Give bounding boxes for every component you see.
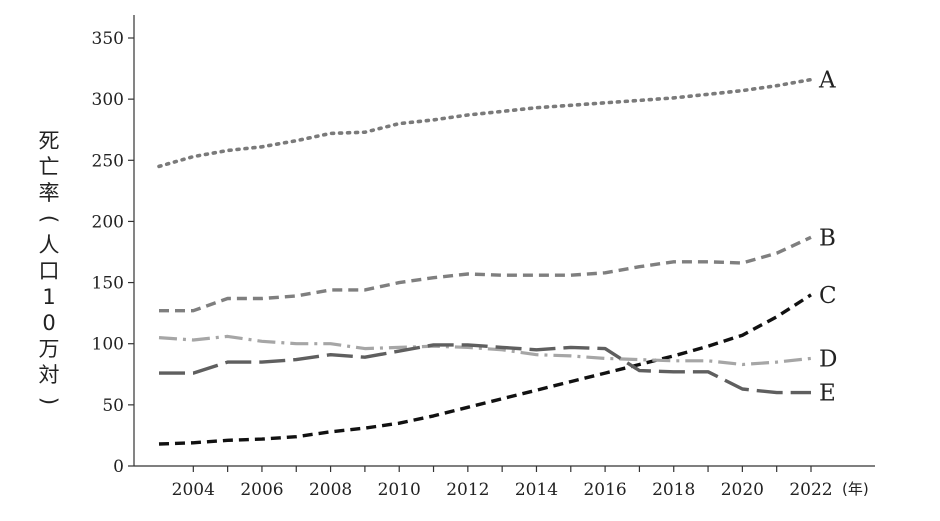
- series-line-d: [158, 334, 812, 367]
- x-axis-unit: (年): [842, 480, 869, 498]
- y-tick-label: 350: [92, 29, 124, 49]
- y-axis-label: 死亡率 ( 人口 1 0 万対): [36, 128, 62, 414]
- y-axis-label-char: 対: [38, 363, 60, 387]
- y-axis-label-char: 人: [38, 233, 60, 257]
- x-tick-label: 2012: [446, 480, 489, 500]
- x-tick-label: 2004: [172, 480, 215, 500]
- y-tick-label: 100: [92, 335, 124, 355]
- x-tick-label: 2010: [378, 480, 421, 500]
- series-label-c: C: [819, 283, 837, 309]
- x-tick-label: 2016: [583, 480, 626, 500]
- y-axis-label-char: ): [37, 388, 61, 414]
- series-label-e: E: [819, 381, 836, 407]
- y-axis-label-char: 亡: [38, 155, 60, 179]
- y-axis-label-char: 率: [38, 181, 60, 205]
- y-axis-label-char: 死: [38, 129, 60, 153]
- series-line-c: [158, 293, 812, 446]
- x-tick-label: 2020: [721, 480, 764, 500]
- y-axis-label-paren: ): [36, 396, 61, 406]
- series-label-d: D: [819, 346, 837, 372]
- x-tick-label: 2006: [240, 480, 283, 500]
- series-line-a: [157, 77, 813, 169]
- x-tick-label: 2014: [515, 480, 558, 500]
- series-line-b: [159, 235, 812, 313]
- y-axis-label-char: 口: [38, 259, 60, 283]
- x-tick-label: 2008: [309, 480, 352, 500]
- y-axis-label-char: 万: [38, 337, 60, 361]
- chart-axes: 0 50 100 150 200 250 300 350 2004 2006 2008 2010 201…: [92, 15, 875, 500]
- y-tick-label: 0: [113, 457, 124, 477]
- series-line-e: [159, 343, 811, 395]
- x-tick-label: 2022: [789, 480, 832, 500]
- series-label-a: A: [818, 68, 836, 94]
- y-tick-label: 200: [92, 212, 124, 232]
- chart-series: [157, 77, 813, 446]
- series-label-b: B: [819, 225, 836, 251]
- y-tick-label: 250: [92, 151, 124, 171]
- y-tick-label: 300: [92, 90, 124, 110]
- y-tick-label: 150: [92, 274, 124, 294]
- y-axis-label-char: (: [37, 206, 61, 232]
- y-axis-label-char: 0: [42, 311, 56, 335]
- x-tick-label: 2018: [652, 480, 695, 500]
- y-axis-label-paren: (: [36, 214, 61, 224]
- series-labels: A B C DE: [818, 68, 837, 407]
- y-axis-label-char: 1: [42, 285, 56, 309]
- y-tick-label: 50: [102, 396, 124, 416]
